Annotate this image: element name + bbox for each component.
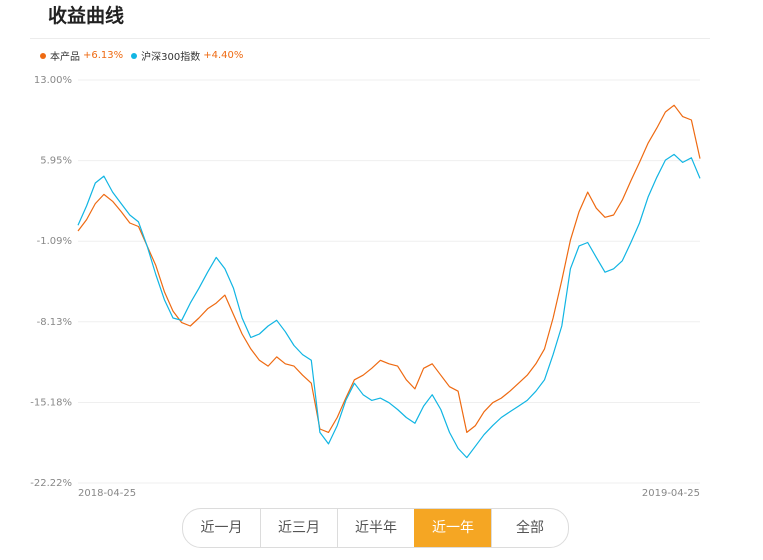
y-tick-label: -15.18% <box>30 397 72 408</box>
y-tick-label: 13.00% <box>34 75 72 86</box>
title-divider <box>30 38 710 39</box>
page-title: 收益曲线 <box>48 5 125 27</box>
legend-label-index: 沪深300指数 <box>141 52 201 63</box>
chart-legend: 本产品 +6.13% 沪深300指数 +4.40% <box>40 48 251 63</box>
period-tabs: 近一月 近三月 近半年 近一年 全部 <box>182 508 569 548</box>
x-tick-label-end: 2019-04-25 <box>642 488 700 499</box>
legend-item-index: 沪深300指数 +4.40% <box>131 48 243 63</box>
tab-one-month[interactable]: 近一月 <box>200 520 243 536</box>
legend-value-index: +4.40% <box>203 50 244 61</box>
tab-one-year[interactable]: 近一年 <box>414 509 491 547</box>
series-line-index <box>77 153 701 459</box>
y-tick-label: -22.22% <box>30 478 72 489</box>
legend-label-product: 本产品 <box>50 52 80 63</box>
legend-value-product: +6.13% <box>83 50 124 61</box>
legend-dot-index <box>131 52 138 59</box>
y-tick-label: -1.09% <box>37 236 72 247</box>
return-curve-chart: 13.00% 5.95% -1.09% -8.13% -15.18% -22.22% 201… <box>30 75 701 499</box>
legend-item-product: 本产品 +6.13% <box>40 48 123 63</box>
y-tick-label: 5.95% <box>40 156 72 167</box>
tab-three-months[interactable]: 近三月 <box>260 509 337 547</box>
legend-dot-product <box>40 52 46 59</box>
tab-half-year[interactable]: 近半年 <box>337 509 414 547</box>
tab-all[interactable]: 全部 <box>491 509 568 547</box>
x-tick-label-start: 2018-04-25 <box>78 488 136 499</box>
series-line-product <box>77 104 701 433</box>
y-tick-label: -8.13% <box>37 317 72 328</box>
